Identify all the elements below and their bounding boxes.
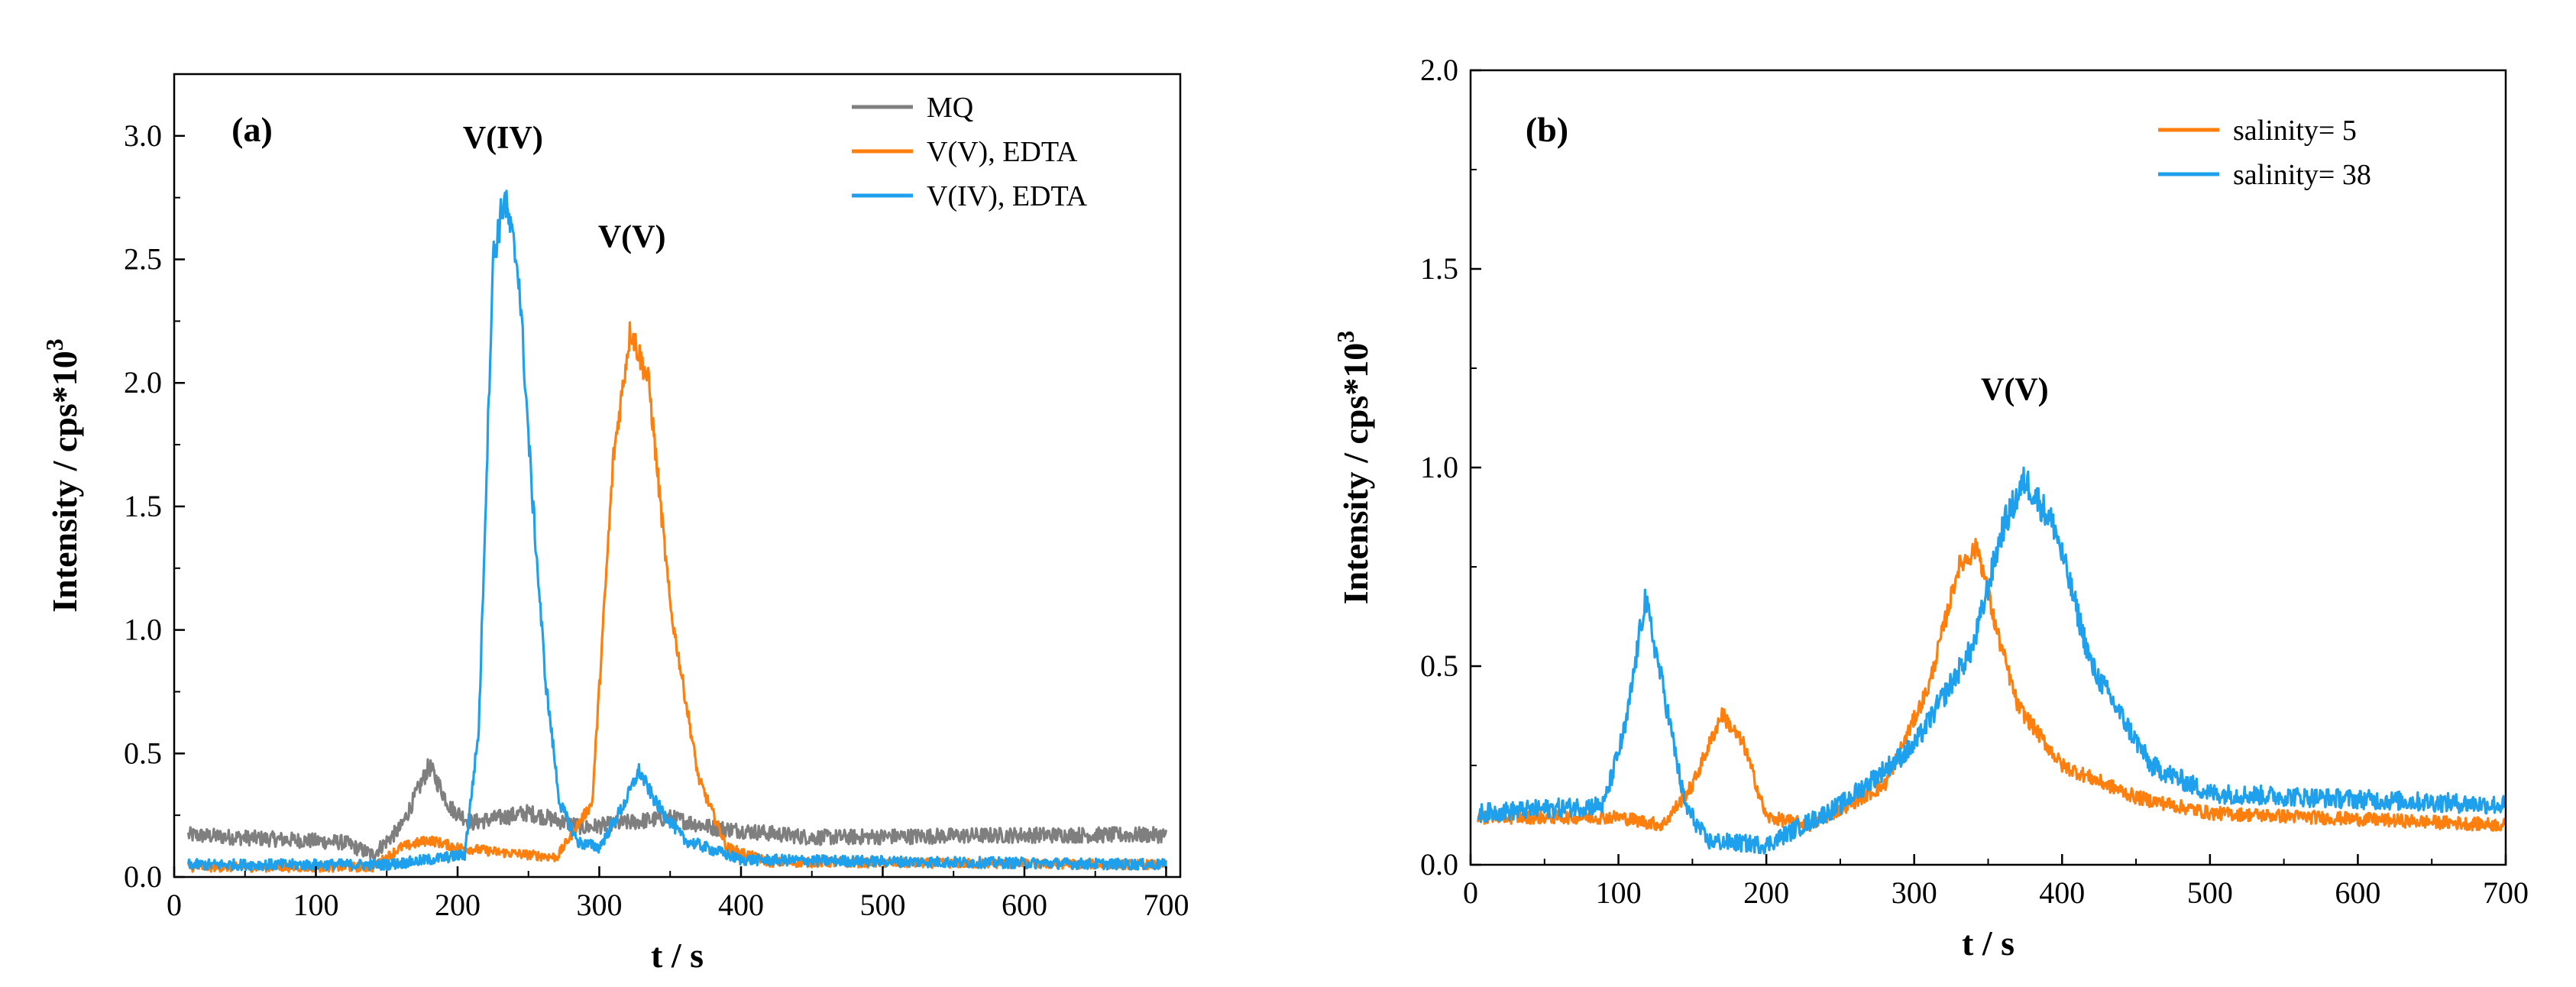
x-tick-label: 600	[2335, 875, 2380, 910]
x-tick-label: 400	[718, 888, 764, 922]
x-tick-label: 100	[1596, 875, 1642, 910]
panel-label: (b)	[1526, 110, 1568, 149]
x-tick-label: 0	[167, 888, 182, 922]
legend-label: salinity= 5	[2233, 115, 2357, 147]
legend-label: salinity= 38	[2233, 159, 2371, 191]
y-tick-label: 0.0	[1420, 847, 1458, 882]
y-tick-label: 0.5	[1420, 649, 1458, 683]
series-line-v-v-edta	[187, 321, 1168, 873]
x-tick-label: 500	[859, 888, 905, 922]
y-tick-label: 1.0	[1420, 450, 1458, 484]
y-tick-label: 0.5	[124, 736, 162, 770]
x-tick-label: 200	[435, 888, 481, 922]
legend-label: V(IV), EDTA	[927, 180, 1088, 212]
y-tick-label: 3.0	[124, 118, 162, 153]
panel-label: (a)	[231, 110, 273, 149]
x-axis-title: t / s	[651, 936, 704, 975]
y-tick-label: 2.5	[124, 242, 162, 277]
series-line-salinity-5	[1477, 538, 2506, 833]
x-tick-label: 100	[293, 888, 338, 922]
plot-frame	[173, 73, 1182, 879]
y-tick-label: 1.5	[124, 489, 162, 523]
legend-label: MQ	[927, 92, 973, 124]
series-line-salinity-38	[1477, 466, 2506, 855]
legend-label: V(V), EDTA	[927, 136, 1078, 168]
series-line-mq	[186, 758, 1168, 860]
y-tick-label: 1.0	[124, 613, 162, 647]
chart-panel-a: 0 100 200 300 400 500 600 700 0.0 0.5 1.0 1.5 2.0 2.5…	[40, 73, 1189, 975]
peak-annotation: V(V)	[598, 219, 666, 254]
x-tick-label: 200	[1743, 875, 1789, 910]
y-tick-label: 0.0	[124, 859, 162, 894]
x-tick-label: 300	[1892, 875, 1937, 910]
peak-annotation: V(IV)	[463, 121, 543, 156]
series-group	[1477, 466, 2506, 855]
series-line-v-iv-edta	[186, 189, 1168, 872]
x-tick-label: 700	[1143, 888, 1189, 922]
chart-panel-b: 0 100 200 300 400 500 600 700 0.0 0.5 1.0 1.5 2.0 t /…	[1332, 53, 2529, 963]
x-tick-label: 700	[2483, 875, 2529, 910]
y-axis-title: Intensity / cps*103	[40, 338, 84, 612]
peak-annotation: V(V)	[1981, 373, 2049, 408]
x-tick-label: 400	[2039, 875, 2085, 910]
x-tick-label: 500	[2187, 875, 2233, 910]
series-group	[186, 189, 1168, 873]
y-axis-title: Intensity / cps*103	[1332, 331, 1375, 604]
x-axis-title: t / s	[1962, 924, 2015, 963]
x-tick-label: 300	[576, 888, 622, 922]
x-tick-label: 0	[1463, 875, 1478, 910]
y-tick-label: 2.0	[1420, 53, 1458, 87]
y-tick-label: 2.0	[124, 365, 162, 400]
y-tick-label: 1.5	[1420, 251, 1458, 286]
x-tick-label: 600	[1002, 888, 1047, 922]
